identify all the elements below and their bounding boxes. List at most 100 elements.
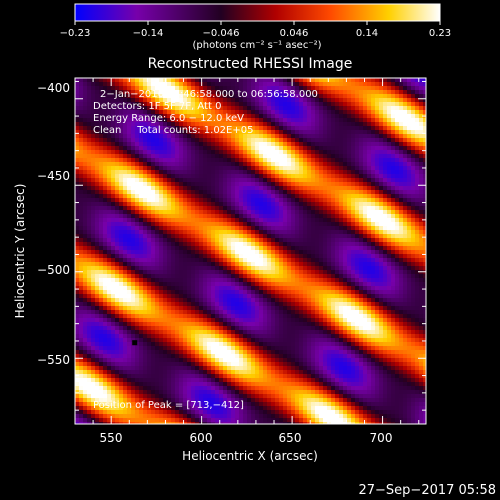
heatmap-cell [235, 210, 240, 215]
heatmap-cell [107, 270, 112, 275]
heatmap-cell [223, 278, 228, 283]
heatmap-cell [295, 274, 300, 279]
heatmap-cell [279, 286, 284, 291]
heatmap-cell [123, 166, 128, 171]
heatmap-cell [275, 194, 280, 199]
heatmap-cell [167, 174, 172, 179]
heatmap-cell [127, 270, 132, 275]
heatmap-cell [211, 234, 216, 239]
heatmap-cell [291, 274, 296, 279]
heatmap-cell [127, 238, 132, 243]
heatmap-cell [175, 266, 180, 271]
heatmap-cell [251, 90, 256, 95]
heatmap-cell [127, 246, 132, 251]
heatmap-cell [263, 78, 268, 83]
heatmap-cell [267, 94, 272, 99]
heatmap-cell [407, 170, 412, 175]
heatmap-cell [187, 274, 192, 279]
heatmap-cell [123, 254, 128, 259]
heatmap-cell [351, 78, 356, 83]
heatmap-cell [155, 106, 160, 111]
heatmap-cell [83, 114, 88, 119]
heatmap-cell [367, 238, 372, 243]
heatmap-cell [351, 242, 356, 247]
heatmap-cell [95, 158, 100, 163]
heatmap-cell [187, 218, 192, 223]
heatmap-cell [195, 202, 200, 207]
heatmap-cell [351, 298, 356, 303]
heatmap-cell [399, 166, 404, 171]
heatmap-cell [119, 278, 124, 283]
heatmap-cell [351, 258, 356, 263]
heatmap-cell [171, 162, 176, 167]
heatmap-cell [99, 254, 104, 259]
heatmap-cell [211, 218, 216, 223]
heatmap-cell [123, 134, 128, 139]
heatmap-cell [83, 186, 88, 191]
heatmap-cell [371, 190, 376, 195]
colorbar-unit-label: (photons cm⁻² s⁻¹ asec⁻²) [192, 40, 321, 51]
heatmap-cell [127, 146, 132, 151]
heatmap-cell [179, 278, 184, 283]
heatmap-cell [171, 94, 176, 99]
heatmap-cell [279, 226, 284, 231]
heatmap-cell [411, 150, 416, 155]
heatmap-cell [351, 102, 356, 107]
heatmap-cell [247, 166, 252, 171]
heatmap-cell [99, 242, 104, 247]
heatmap-cell [303, 202, 308, 207]
heatmap-cell [395, 238, 400, 243]
heatmap-cell [219, 186, 224, 191]
heatmap-cell [143, 246, 148, 251]
heatmap-cell [279, 230, 284, 235]
heatmap-cell [207, 234, 212, 239]
heatmap-cell [139, 234, 144, 239]
heatmap-cell [279, 126, 284, 131]
heatmap-cell [139, 242, 144, 247]
heatmap-cell [335, 282, 340, 287]
heatmap-cell [95, 258, 100, 263]
heatmap-cell [99, 86, 104, 91]
heatmap-cell [135, 186, 140, 191]
heatmap-cell [163, 258, 168, 263]
heatmap-cell [115, 210, 120, 215]
heatmap-cell [119, 298, 124, 303]
heatmap-cell [327, 226, 332, 231]
heatmap-cell [199, 254, 204, 259]
heatmap-cell [371, 246, 376, 251]
heatmap-cell [143, 134, 148, 139]
heatmap-cell [267, 142, 272, 147]
heatmap-cell [95, 166, 100, 171]
heatmap-cell [371, 98, 376, 103]
heatmap-cell [171, 130, 176, 135]
heatmap-cell [255, 278, 260, 283]
heatmap-cell [299, 266, 304, 271]
heatmap-cell [115, 270, 120, 275]
heatmap-cell [115, 258, 120, 263]
heatmap-cell [235, 238, 240, 243]
heatmap-cell [79, 78, 84, 83]
heatmap-cell [131, 274, 136, 279]
heatmap-cell [215, 282, 220, 287]
heatmap-cell [131, 234, 136, 239]
heatmap-cell [379, 94, 384, 99]
heatmap-cell [359, 150, 364, 155]
heatmap-cell [299, 294, 304, 299]
heatmap-cell [351, 166, 356, 171]
heatmap-cell [279, 110, 284, 115]
heatmap-cell [415, 86, 420, 91]
heatmap-cell [323, 258, 328, 263]
heatmap-cell [159, 246, 164, 251]
heatmap-cell [167, 242, 172, 247]
heatmap-cell [235, 190, 240, 195]
heatmap-cell [123, 278, 128, 283]
heatmap-cell [283, 222, 288, 227]
heatmap-cell [415, 166, 420, 171]
heatmap-cell [127, 150, 132, 155]
heatmap-cell [211, 250, 216, 255]
heatmap-cell [83, 278, 88, 283]
heatmap-cell [155, 170, 160, 175]
heatmap-cell [339, 130, 344, 135]
heatmap-cell [415, 214, 420, 219]
heatmap-cell [367, 234, 372, 239]
